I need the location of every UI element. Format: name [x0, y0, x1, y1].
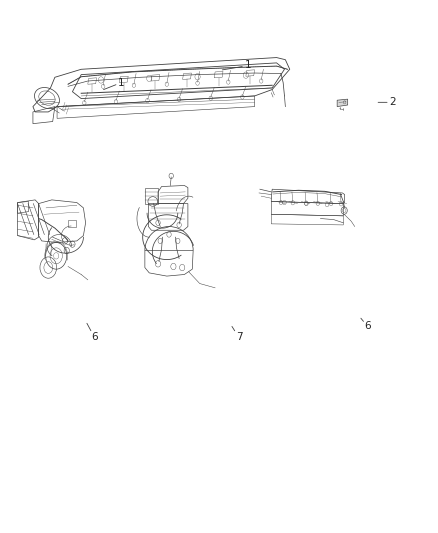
Text: 6: 6: [91, 332, 98, 342]
Polygon shape: [336, 99, 347, 107]
Text: 1: 1: [244, 60, 251, 70]
Text: 2: 2: [389, 98, 396, 107]
Text: 1: 1: [117, 78, 124, 87]
Text: 6: 6: [364, 321, 371, 331]
Text: 7: 7: [235, 332, 242, 342]
Bar: [68, 220, 76, 227]
